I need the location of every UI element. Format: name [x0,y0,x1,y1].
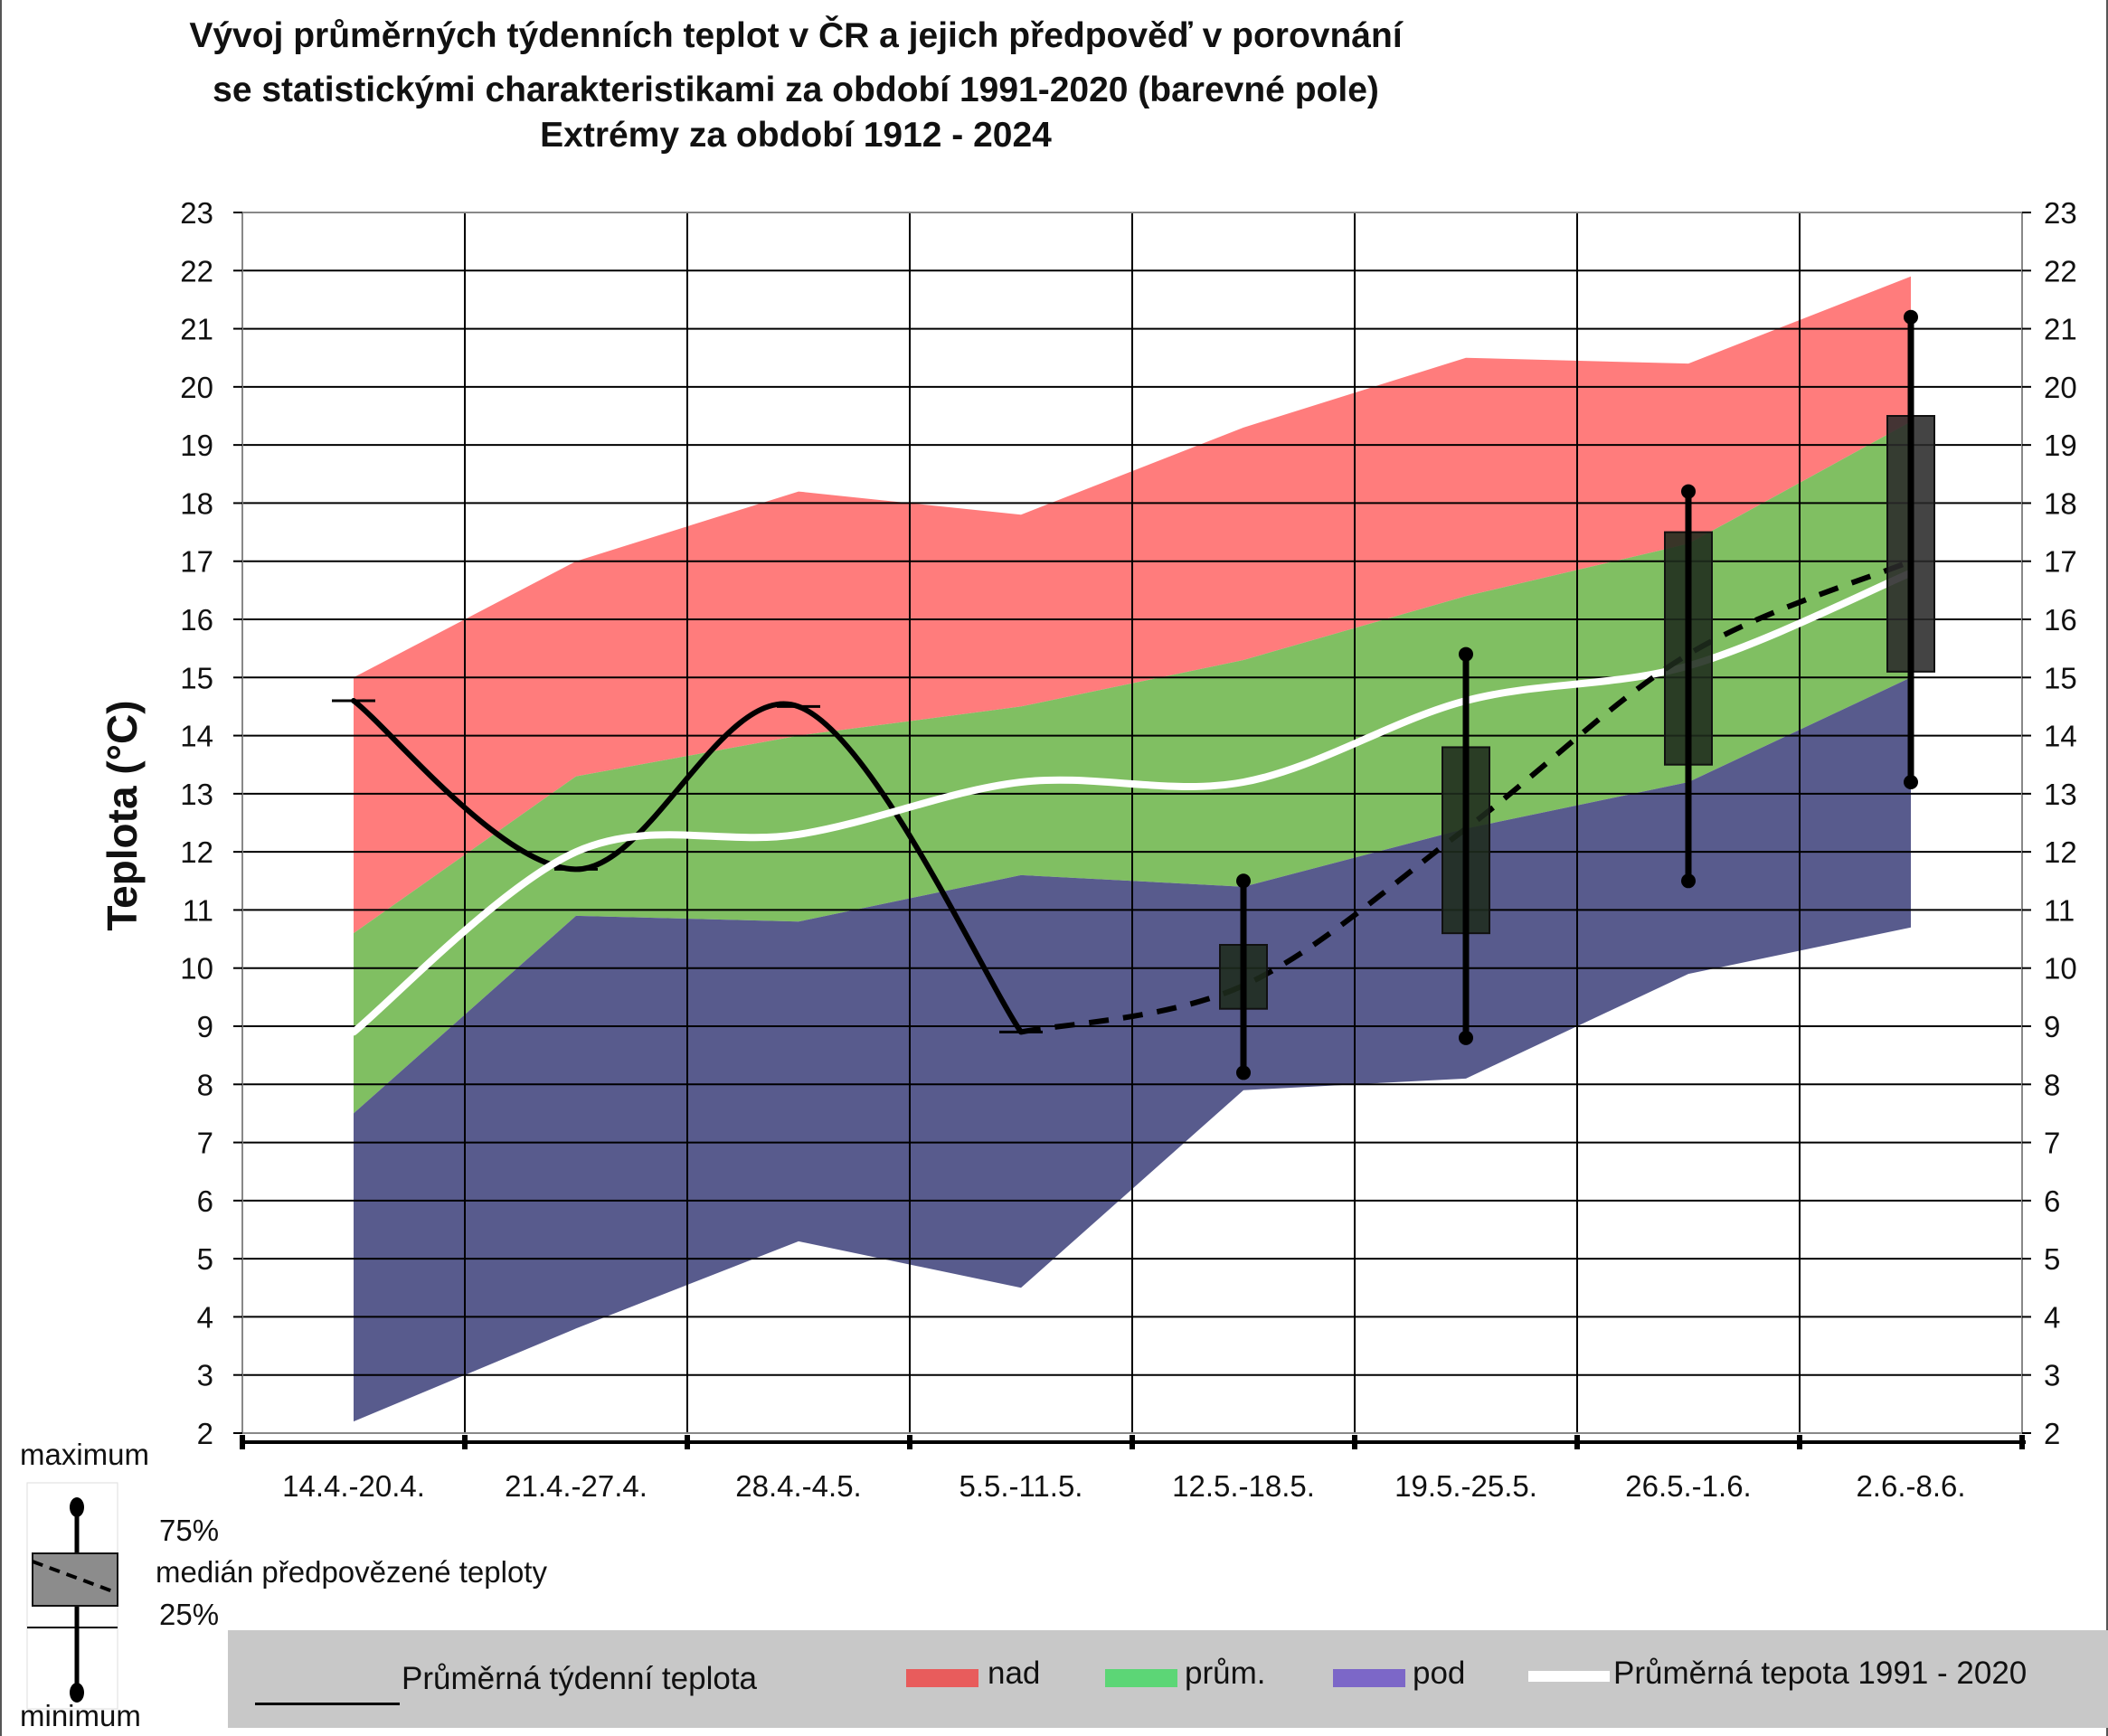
legend-actual-swatch [255,1703,400,1705]
y-tick-label-left: 6 [197,1184,213,1218]
y-tick-label-right: 11 [2044,893,2075,927]
legend-actual-label: Průměrná týdenní teplota [402,1661,758,1696]
x-tick-label: 26.5.-1.6. [1625,1469,1751,1503]
legend-nad-swatch [906,1669,978,1687]
y-tick-label-left: 23 [180,196,213,230]
legend-prum-swatch [1105,1669,1177,1687]
inset-legend-graphic [26,1482,118,1710]
inset-max-dot [70,1497,84,1517]
y-tick-label-left: 5 [197,1242,213,1276]
legend-pod-swatch [1333,1669,1405,1687]
y-tick-label-right: 18 [2044,486,2077,520]
y-tick-label-left: 22 [180,254,213,288]
forecast-min-dot [1236,1065,1251,1080]
legend-pod-label: pod [1413,1656,1466,1691]
y-tick-label-right: 20 [2044,371,2077,404]
x-tick-label: 28.4.-4.5. [735,1469,861,1503]
inset-min-dot [70,1683,84,1703]
y-tick-label-right: 17 [2044,545,2077,579]
y-tick-label-left: 13 [180,778,213,811]
inset-p25-label: 25% [159,1598,220,1631]
y-axis-label: Teplota (°C) [99,700,146,931]
y-tick-label-right: 13 [2044,778,2077,811]
y-tick-label-right: 2 [2044,1417,2060,1450]
inset-median-label: medián předpovězené teploty [156,1555,547,1589]
plot-border [241,212,2023,1434]
x-tick-label: 5.5.-11.5. [959,1469,1083,1503]
y-tick-label-left: 7 [197,1127,213,1160]
y-tick-label-left: 18 [180,486,213,520]
y-tick-label-left: 11 [183,893,213,927]
inset-box [32,1552,118,1607]
x-tick-label: 14.4.-20.4. [282,1469,425,1503]
y-tick-label-right: 22 [2044,254,2077,288]
forecast-max-dot [1681,484,1696,499]
lines-group [332,558,1914,1036]
y-tick-label-left: 10 [180,952,213,986]
y-tick-label-left: 9 [197,1010,213,1043]
y-tick-label-left: 2 [197,1417,213,1450]
forecast-max-dot [1459,646,1473,662]
y-tick-label-right: 19 [2044,429,2077,462]
y-tick-label-right: 15 [2044,661,2077,694]
chart-title-line-2: se statistickými charakteristikami za ob… [213,71,1379,109]
forecast-max-dot [1236,873,1251,889]
y-tick-label-right: 23 [2044,196,2077,230]
legend-normal-swatch [1528,1671,1610,1682]
chart-title-line-1: Vývoj průměrných týdenních teplot v ČR a… [189,16,1403,55]
x-tick-label: 12.5.-18.5. [1172,1469,1315,1503]
y-tick-label-left: 21 [180,313,213,346]
forecast-min-dot [1904,775,1918,789]
series-line [351,698,1024,1035]
inset-minimum-label: minimum [20,1699,141,1732]
legend: Průměrná týdenní teplota nad prům. pod P… [228,1630,2108,1728]
series-line [350,569,1914,1036]
y-tick-label-right: 3 [2044,1359,2060,1392]
y-tick-label-left: 16 [180,603,213,637]
y-tick-label-right: 16 [2044,603,2077,637]
forecast-max-dot [1904,309,1918,325]
forecast-box-group [1219,309,1935,1080]
chart-title-line-3: Extrémy za období 1912 - 2024 [540,116,1052,155]
y-tick-label-right: 9 [2044,1010,2060,1043]
y-tick-label-right: 4 [2044,1300,2060,1334]
forecast-min-dot [1681,873,1696,889]
y-tick-label-left: 3 [197,1359,213,1392]
y-tick-label-right: 12 [2044,835,2077,869]
y-tick-label-right: 5 [2044,1242,2060,1276]
series-line [1020,558,1913,1035]
x-tick-label: 2.6.-8.6. [1856,1469,1965,1503]
y-tick-label-left: 20 [180,371,213,404]
inset-p75-label: 75% [159,1514,220,1547]
y-tick-label-left: 4 [197,1300,213,1334]
legend-normal-label: Průměrná tepota 1991 - 2020 [1613,1656,2028,1691]
y-tick-label-right: 14 [2044,720,2077,753]
y-tick-label-left: 17 [180,545,213,579]
y-tick-label-left: 8 [197,1068,213,1101]
y-tick-label-left: 15 [180,661,213,694]
y-tick-label-right: 6 [2044,1184,2060,1218]
y-tick-label-right: 21 [2044,313,2077,346]
y-tick-label-left: 19 [180,429,213,462]
inset-median-line [32,1560,118,1595]
y-tick-label-right: 10 [2044,952,2077,986]
x-tick-label: 19.5.-25.5. [1394,1469,1537,1503]
inset-maximum-label: maximum [20,1438,150,1471]
y-tick-label-right: 8 [2044,1068,2060,1101]
y-tick-label-left: 14 [180,720,213,753]
legend-nad-label: nad [988,1656,1041,1691]
forecast-min-dot [1459,1030,1473,1045]
y-tick-label-right: 7 [2044,1127,2060,1160]
legend-prum-label: prům. [1185,1656,1266,1691]
y-tick-label-left: 12 [180,835,213,869]
x-tick-label: 21.4.-27.4. [505,1469,648,1503]
